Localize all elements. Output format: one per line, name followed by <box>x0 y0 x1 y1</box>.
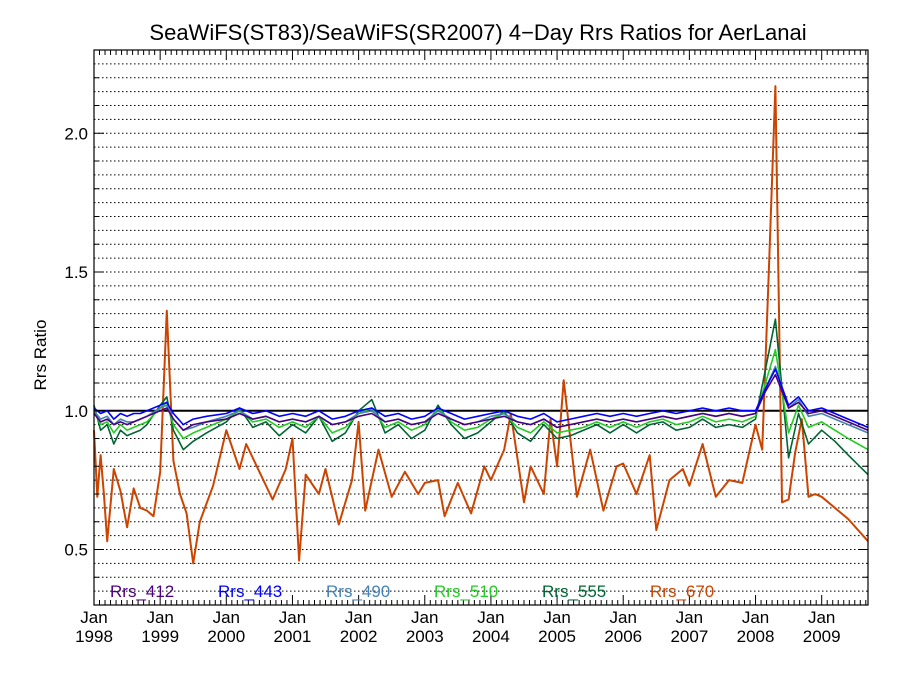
legend-entry-rrs-490: Rrs_490 <box>326 582 390 601</box>
x-tick-label-year: 2009 <box>803 627 841 646</box>
x-tick-label-year: 2005 <box>538 627 576 646</box>
y-tick-label: 1.0 <box>64 402 88 421</box>
x-tick-label-month: Jan <box>808 608 835 627</box>
y-tick-label: 0.5 <box>64 541 88 560</box>
x-tick-label-month: Jan <box>345 608 372 627</box>
legend-entry-rrs-555: Rrs_555 <box>542 582 606 601</box>
y-axis-label: Rrs Ratio <box>31 320 50 391</box>
x-tick-label-month: Jan <box>543 608 570 627</box>
x-tick-label-month: Jan <box>80 608 107 627</box>
x-tick-label-month: Jan <box>411 608 438 627</box>
x-tick-label-year: 2004 <box>472 627 510 646</box>
x-tick-label-year: 2001 <box>274 627 312 646</box>
x-tick-label-month: Jan <box>742 608 769 627</box>
series-line-rrs-670 <box>93 85 869 565</box>
x-tick-label-year: 2008 <box>737 627 775 646</box>
x-tick-label-year: 1999 <box>141 627 179 646</box>
y-tick-label: 1.5 <box>64 263 88 282</box>
x-tick-label-month: Jan <box>477 608 504 627</box>
x-tick-label-year: 1998 <box>75 627 113 646</box>
legend-entry-rrs-670: Rrs_670 <box>650 582 714 601</box>
x-tick-label-year: 2002 <box>340 627 378 646</box>
x-tick-label-month: Jan <box>279 608 306 627</box>
x-tick-label-year: 2003 <box>406 627 444 646</box>
y-tick-label: 2.0 <box>64 124 88 143</box>
series-line-rrs-443 <box>93 368 869 429</box>
series-lines <box>93 85 869 565</box>
legend-entry-rrs-443: Rrs_443 <box>218 582 282 601</box>
x-tick-label-month: Jan <box>213 608 240 627</box>
x-tick-label-year: 2006 <box>604 627 642 646</box>
series-line-rrs-490 <box>93 365 869 434</box>
y-ticks: 0.5 1.0 1.5 2.0 <box>64 49 868 606</box>
x-tick-label-year: 2007 <box>670 627 708 646</box>
chart-title: SeaWiFS(ST83)/SeaWiFS(SR2007) 4−Day Rrs … <box>149 20 806 45</box>
series-line-rrs-412 <box>93 373 869 432</box>
legend: Rrs_412 Rrs_443 Rrs_490 Rrs_510 Rrs_555 Rrs_6… <box>110 582 714 601</box>
legend-entry-rrs-412: Rrs_412 <box>110 582 174 601</box>
x-tick-label-year: 2000 <box>207 627 245 646</box>
x-tick-label-month: Jan <box>676 608 703 627</box>
gridlines <box>94 63 868 592</box>
x-tick-label-month: Jan <box>610 608 637 627</box>
x-ticks: Jan1998Jan1999Jan2000Jan2001Jan2002Jan20… <box>75 50 867 646</box>
x-tick-label-month: Jan <box>146 608 173 627</box>
series-line-rrs-510 <box>93 348 869 451</box>
legend-entry-rrs-510: Rrs_510 <box>434 582 498 601</box>
